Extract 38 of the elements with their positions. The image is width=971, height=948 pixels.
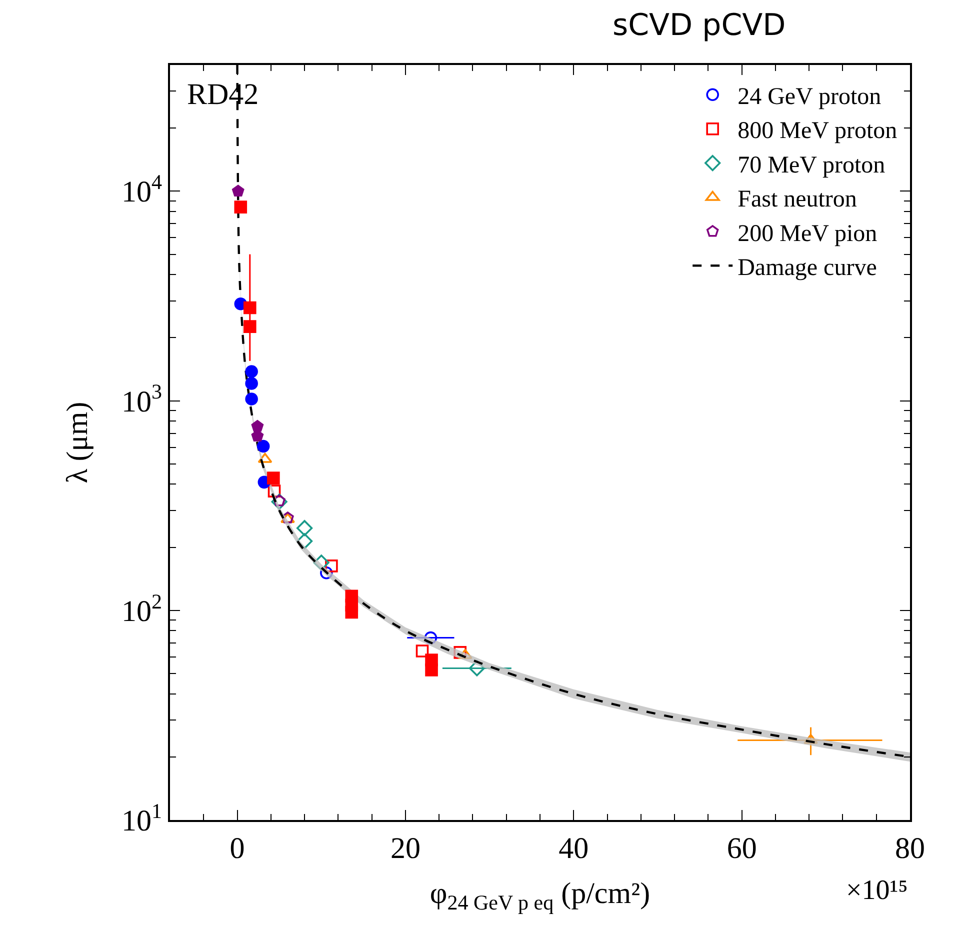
y-tick-label: 10$^{4}$ [122, 170, 162, 209]
point [245, 365, 258, 378]
legend-label: Fast neutron [738, 186, 857, 213]
point [245, 392, 258, 406]
point [243, 301, 256, 314]
point [425, 664, 438, 676]
legend-label: 70 MeV proton [738, 152, 886, 178]
point [325, 560, 338, 572]
legend-label: Damage curve [738, 255, 877, 282]
legend-label: 24 GeV proton [738, 84, 882, 110]
point [258, 452, 272, 463]
annotation: RD42 [187, 78, 259, 111]
legend-label: 200 MeV pion [738, 220, 878, 247]
point [271, 494, 288, 510]
x-tick-label: 60 [726, 832, 757, 865]
chart-title: sCVD pCVD [612, 8, 786, 44]
y-tick-label: 10$^{1}$ [122, 798, 162, 838]
y-axis-title: λ (μm) [61, 402, 94, 484]
y-tick-label: 10$^{2}$ [122, 589, 162, 628]
x-tick-label: 40 [558, 832, 589, 865]
y-tick-label: 10$^{3}$ [122, 380, 162, 418]
point [232, 184, 244, 197]
legend-label: 800 MeV proton [738, 118, 898, 144]
point [243, 320, 256, 333]
point [251, 420, 264, 432]
point [234, 200, 248, 214]
point [268, 484, 281, 498]
text: ×10¹⁵ [846, 875, 908, 906]
point [256, 440, 270, 453]
point [345, 606, 358, 619]
x-tick-label: 80 [895, 832, 925, 865]
point [245, 377, 258, 390]
point [267, 472, 280, 484]
x-axis-title: φ$_{24 GeV p eq}$ (p/cm²) [430, 877, 650, 914]
x-tick-label: 0 [230, 832, 245, 865]
x-tick-label: 20 [390, 832, 420, 865]
point [416, 644, 429, 658]
point [296, 520, 313, 536]
